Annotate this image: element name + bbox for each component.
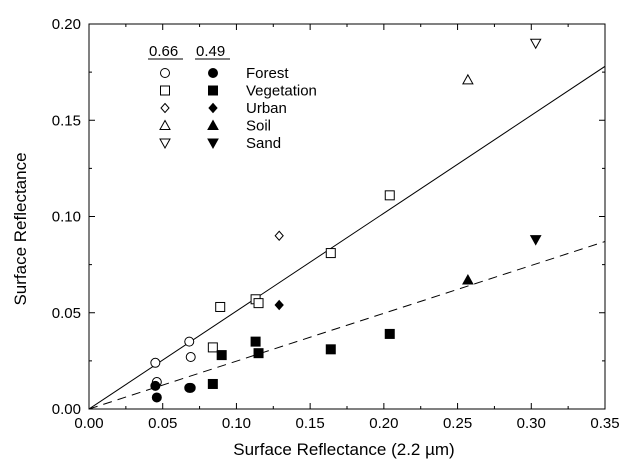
legend-label-urban: Urban: [246, 100, 287, 117]
point-soil-049-0: [462, 273, 474, 285]
legend-marker-urban-049: [208, 102, 218, 114]
point-forest-049-0: [150, 380, 161, 391]
x-tick-label: 0.35: [590, 415, 619, 432]
legend-label-sand: Sand: [246, 135, 281, 152]
legend-marker-vegetation-049: [208, 85, 218, 96]
point-forest-049-3: [185, 382, 196, 393]
point-forest-066-0: [150, 357, 161, 368]
point-vegetation-066-1: [215, 301, 226, 312]
legend-marker-urban-066: [160, 102, 170, 114]
legend-label-forest: Forest: [246, 65, 289, 82]
y-tick-label: 0.15: [52, 112, 81, 129]
x-tick-label: 0.30: [517, 415, 546, 432]
point-forest-066-3: [185, 352, 196, 363]
x-tick-label: 0.05: [148, 415, 177, 432]
point-vegetation-049-1: [216, 350, 227, 361]
point-sand-049-0: [529, 235, 542, 246]
plot-frame: [88, 23, 606, 410]
x-tick-label: 0.25: [443, 415, 472, 432]
legend-marker-forest-049: [208, 68, 218, 78]
y-tick-label: 0.00: [52, 401, 81, 418]
legend-label-vegetation: Vegetation: [246, 83, 317, 100]
legend-marker-soil-049: [207, 119, 219, 130]
y-tick-label: 0.05: [52, 305, 81, 322]
x-tick-label: 0.15: [296, 415, 325, 432]
fit-line-066: [89, 65, 605, 409]
y-axis-title: Surface Reflectance: [11, 152, 30, 305]
point-vegetation-049-2: [250, 336, 261, 347]
axis-ticks: 0.00 0.05 0.10 0.15 0.20 0.25 0.30 0.35 0.00 0.05…: [52, 16, 620, 432]
x-axis-title: Surface Reflectance (2.2 µm): [233, 440, 454, 459]
point-vegetation-049-3: [253, 348, 264, 359]
legend-marker-vegetation-066: [160, 85, 170, 96]
legend-marker-sand-049: [207, 138, 219, 150]
legend-header-066: 0.66: [149, 43, 178, 60]
data-points: [150, 38, 542, 403]
point-urban-049-0: [274, 299, 284, 311]
point-soil-066-0: [462, 73, 474, 85]
point-forest-049-1: [151, 392, 162, 403]
fit-line-049: [89, 241, 605, 409]
point-sand-066-0: [529, 38, 542, 50]
legend-header-049: 0.49: [196, 43, 225, 60]
fit-lines: [89, 65, 605, 409]
legend-marker-sand-066: [159, 138, 171, 150]
point-vegetation-066-0: [207, 342, 218, 353]
point-vegetation-066-3: [253, 298, 264, 309]
point-vegetation-066-4: [325, 248, 336, 259]
point-forest-066-2: [184, 336, 195, 347]
y-tick-label: 0.20: [52, 16, 81, 33]
legend-marker-soil-066: [159, 119, 171, 130]
x-tick-label: 0.20: [369, 415, 398, 432]
legend-marker-forest-066: [160, 68, 170, 78]
x-tick-label: 0.00: [74, 415, 103, 432]
point-vegetation-049-0: [207, 378, 218, 389]
legend-label-soil: Soil: [246, 118, 271, 135]
point-urban-066-0: [274, 230, 284, 242]
point-vegetation-066-5: [384, 190, 395, 201]
x-tick-label: 0.10: [222, 415, 251, 432]
point-vegetation-049-4: [325, 344, 336, 355]
y-tick-label: 0.10: [52, 209, 81, 226]
point-vegetation-049-5: [384, 328, 395, 339]
